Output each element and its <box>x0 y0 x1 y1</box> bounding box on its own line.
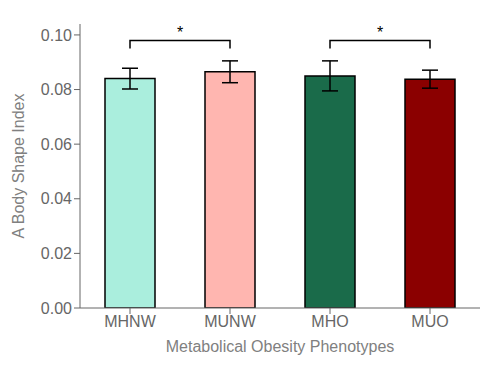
svg-text:0.04: 0.04 <box>41 190 72 207</box>
svg-text:0.10: 0.10 <box>41 27 72 44</box>
svg-text:MUNW: MUNW <box>204 313 256 330</box>
svg-text:0.06: 0.06 <box>41 136 72 153</box>
svg-text:MHNW: MHNW <box>104 313 156 330</box>
svg-text:0.08: 0.08 <box>41 81 72 98</box>
svg-text:*: * <box>377 24 383 41</box>
svg-text:Metabolical Obesity Phenotypes: Metabolical Obesity Phenotypes <box>166 338 395 355</box>
svg-text:0.00: 0.00 <box>41 300 72 317</box>
svg-text:A Body Shape Index: A Body Shape Index <box>10 94 27 239</box>
svg-text:MHO: MHO <box>311 313 348 330</box>
svg-text:0.02: 0.02 <box>41 245 72 262</box>
svg-text:MUO: MUO <box>411 313 448 330</box>
svg-text:*: * <box>177 24 183 41</box>
